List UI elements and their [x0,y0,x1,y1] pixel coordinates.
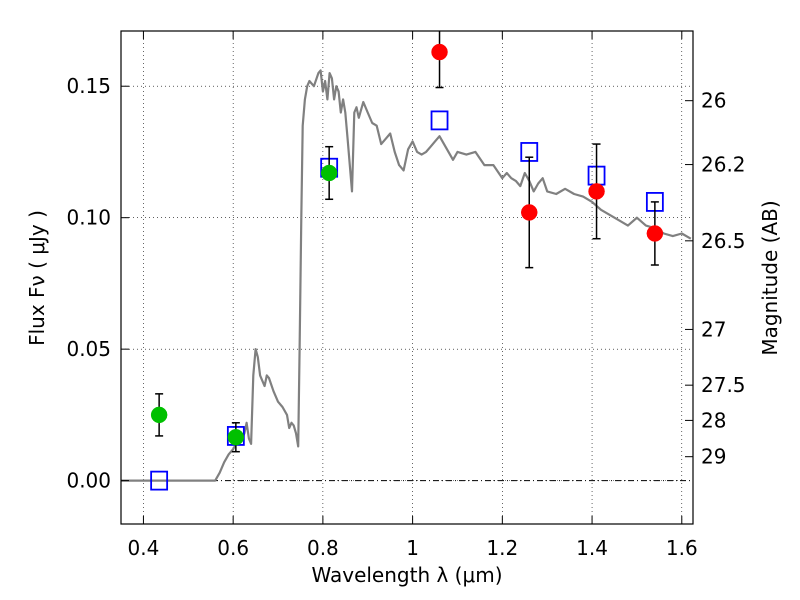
x-tick-label: 1.6 [666,536,698,560]
observed-point [150,406,168,424]
y-tick-label: 0.05 [66,337,111,361]
x-tick-label: 1.4 [576,536,608,560]
observed-point [521,204,538,221]
observed-point [320,164,338,182]
observed-point [646,225,664,242]
observed-point [588,183,605,200]
x-tick-label: 1 [406,536,419,560]
plot-frame [120,30,694,525]
right-tick-label: 29 [701,445,726,469]
y-axis-title: Flux Fν ( μJy ) [25,210,49,346]
right-tick-labels: 26 26.2 26.5 27 27.5 28 29 [701,89,746,469]
right-tick-label: 27.5 [701,373,746,397]
model-photometry-square [430,110,449,131]
x-tick-label: 0.8 [307,536,339,560]
x-tick-label: 0.6 [217,536,249,560]
model-photometry-square [150,470,169,491]
observed-point [431,43,448,61]
right-tick-label: 28 [701,408,726,432]
x-axis-title: Wavelength λ (μm) [311,563,502,587]
x-tick-label: 0.4 [128,536,160,560]
x-tick-label: 1.2 [486,536,518,560]
grid-lines [121,31,693,524]
right-tick-label: 27 [701,317,726,341]
observed-point [227,428,245,446]
right-tick-label: 26.2 [701,153,746,177]
plot-area [121,31,692,491]
model-spectrum-line [121,69,692,482]
right-tick-label: 26.5 [701,229,746,253]
right-axis-title: Magnitude (AB) [758,200,782,355]
y-tick-label: 0.15 [66,74,111,98]
y-tick-labels: 0.00 0.05 0.10 0.15 [66,74,111,492]
x-tick-labels: 0.4 0.6 0.8 1 1.2 1.4 1.6 [128,536,698,560]
y-tick-label: 0.00 [66,469,111,493]
axis-ticks [121,31,693,524]
y-tick-label: 0.10 [66,206,111,230]
right-tick-label: 26 [701,89,726,113]
